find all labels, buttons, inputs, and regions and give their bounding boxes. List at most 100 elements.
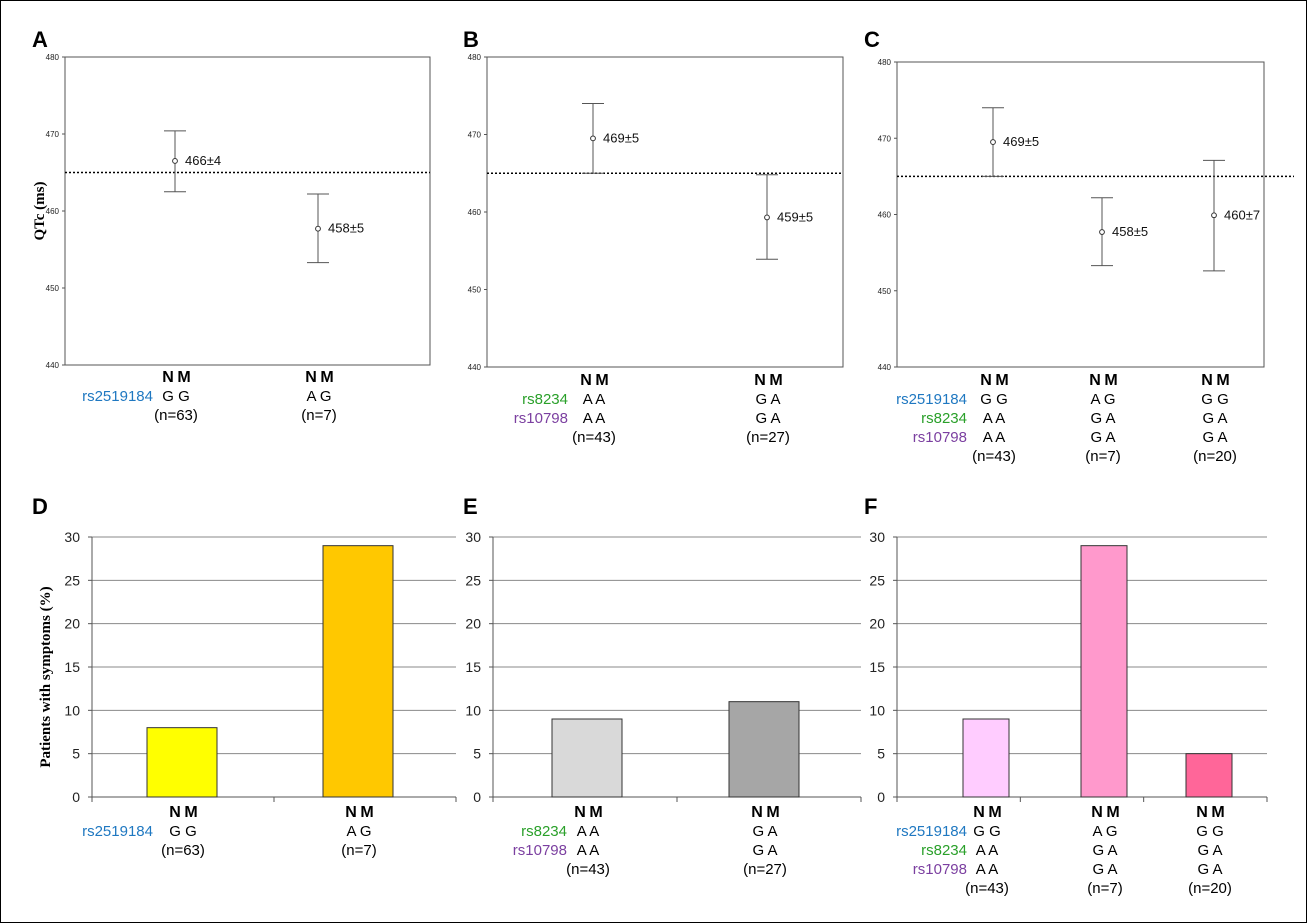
snp-label: rs8234 xyxy=(921,842,967,859)
mean-label: 458±5 xyxy=(1112,224,1148,239)
genotype: G G xyxy=(169,823,197,840)
y-tick-label: 20 xyxy=(64,616,80,632)
y-axis-label: Patients with symptoms (%) xyxy=(38,586,54,767)
error-bar-group: 459±5 xyxy=(756,174,813,260)
error-bar-group: 460±7 xyxy=(1203,159,1260,272)
snp-label: rs8234 xyxy=(921,410,967,427)
allele-header-n: N xyxy=(580,372,592,389)
y-tick-label: 25 xyxy=(465,572,481,588)
genotype: G A xyxy=(755,410,780,427)
allele-header-n: N xyxy=(973,804,985,821)
genotype: G A xyxy=(1202,429,1227,446)
genotype: G G xyxy=(162,388,190,405)
y-tick-label: 0 xyxy=(877,789,885,805)
genotype: A A xyxy=(583,410,606,427)
y-tick-label: 460 xyxy=(878,211,892,220)
allele-header-n: N xyxy=(751,804,763,821)
group-size: (n=43) xyxy=(572,429,616,446)
allele-header-m: M xyxy=(1106,804,1119,821)
y-tick-label: 10 xyxy=(465,702,481,718)
y-tick-label: 15 xyxy=(869,659,885,675)
y-tick-label: 20 xyxy=(465,616,481,632)
snp-label: rs10798 xyxy=(513,842,567,859)
allele-header-m: M xyxy=(766,804,779,821)
y-tick-label: 15 xyxy=(64,659,80,675)
genotype: G A xyxy=(1090,429,1115,446)
y-tick-label: 30 xyxy=(64,529,80,545)
allele-header-n: N xyxy=(162,369,174,386)
y-tick-label: 460 xyxy=(468,208,482,217)
allele-header-n: N xyxy=(754,372,766,389)
error-bar-group: 458±5 xyxy=(1091,197,1148,267)
panel-d: D 0 5 10 15 20 25 30 Patients with symptoms (%) N… xyxy=(32,494,457,859)
mean-label: 469±5 xyxy=(1003,134,1039,149)
genotype-table: N MG GA AA A(n=43)N MA GG AG A(n=7)N MG GG … xyxy=(896,372,1237,465)
genotype: G A xyxy=(752,842,777,859)
genotype: G G xyxy=(973,823,1001,840)
y-tick-label: 0 xyxy=(473,789,481,805)
mean-point xyxy=(590,135,596,142)
group-size: (n=7) xyxy=(301,407,336,424)
bar xyxy=(551,718,623,798)
y-tick-label: 25 xyxy=(869,572,885,588)
y-tick-label: 5 xyxy=(877,746,885,762)
group-size: (n=27) xyxy=(746,429,790,446)
y-tick-label: 25 xyxy=(64,572,80,588)
y-tick-label: 440 xyxy=(878,363,892,372)
allele-header-m: M xyxy=(360,804,373,821)
mean-label: 459±5 xyxy=(777,209,813,224)
bar xyxy=(1185,753,1233,798)
genotype: A A xyxy=(583,391,606,408)
genotype: G G xyxy=(980,391,1008,408)
genotype: A G xyxy=(1092,823,1117,840)
mean-label: 466±4 xyxy=(185,153,221,168)
mean-point xyxy=(764,214,770,221)
group-size: (n=7) xyxy=(1087,880,1122,897)
allele-header-m: M xyxy=(595,372,608,389)
y-tick-label: 450 xyxy=(468,286,482,295)
allele-header-m: M xyxy=(589,804,602,821)
bar xyxy=(322,545,394,798)
genotype-table: N MG G(n=63)N MA G(n=7)rs2519184 xyxy=(82,804,377,859)
allele-header-m: M xyxy=(995,372,1008,389)
genotype: A A xyxy=(983,410,1006,427)
allele-header-n: N xyxy=(305,369,317,386)
genotype: G A xyxy=(1197,861,1222,878)
y-tick-label: 480 xyxy=(878,58,892,67)
group-size: (n=43) xyxy=(972,448,1016,465)
snp-label: rs2519184 xyxy=(896,391,967,408)
allele-header-m: M xyxy=(1104,372,1117,389)
y-tick-label: 460 xyxy=(46,207,60,216)
panel-label: B xyxy=(463,27,479,52)
genotype: G A xyxy=(752,823,777,840)
bar xyxy=(962,718,1010,798)
snp-label: rs2519184 xyxy=(82,823,153,840)
y-tick-label: 30 xyxy=(465,529,481,545)
mean-point xyxy=(1099,229,1105,235)
y-tick-label: 440 xyxy=(468,363,482,372)
group-size: (n=7) xyxy=(341,842,376,859)
genotype: A A xyxy=(976,861,999,878)
allele-header-m: M xyxy=(769,372,782,389)
genotype: G A xyxy=(1197,842,1222,859)
genotype-table: N MA AA A(n=43)N MG AG A(n=27)rs8234rs1079… xyxy=(514,372,790,446)
y-tick-label: 480 xyxy=(46,53,60,62)
genotype: A A xyxy=(577,823,600,840)
mean-point xyxy=(990,139,996,145)
genotype: G A xyxy=(1202,410,1227,427)
allele-header-n: N xyxy=(345,804,357,821)
mean-label: 458±5 xyxy=(328,221,364,236)
y-tick-label: 0 xyxy=(72,789,80,805)
genotype: A A xyxy=(983,429,1006,446)
allele-header-m: M xyxy=(184,804,197,821)
allele-header-n: N xyxy=(1091,804,1103,821)
allele-header-n: N xyxy=(169,804,181,821)
y-tick-label: 5 xyxy=(72,746,80,762)
snp-label: rs10798 xyxy=(913,861,967,878)
panel-label: E xyxy=(463,494,478,519)
